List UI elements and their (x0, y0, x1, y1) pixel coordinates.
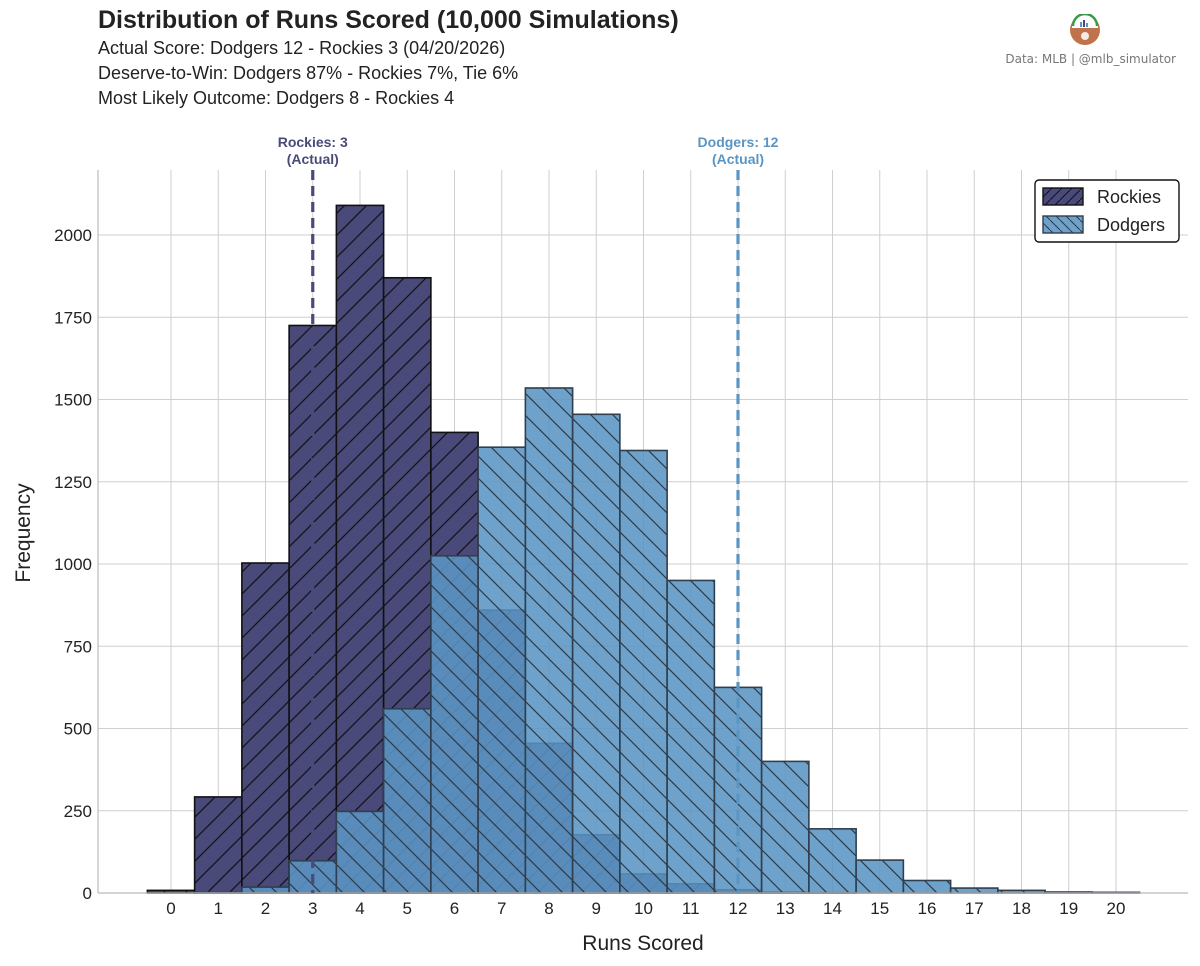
dodgers-legend-swatch-outline (1042, 215, 1084, 234)
x-tick-label: 4 (355, 899, 364, 918)
rockies-bar-outline-1 (193, 796, 243, 894)
dodgers-bar-outline-13 (760, 760, 810, 894)
x-tick-label: 20 (1107, 899, 1126, 918)
dodgers-bar-outline-2 (241, 886, 290, 894)
legend: Rockies Dodgers (1034, 179, 1180, 243)
deserve-to-win-subtitle: Deserve-to-Win: Dodgers 87% - Rockies 7%… (98, 63, 519, 83)
x-tick-label: 7 (497, 899, 506, 918)
actual-score-subtitle: Actual Score: Dodgers 12 - Rockies 3 (04… (98, 38, 506, 58)
rockies-bar-outline-4 (335, 204, 385, 894)
x-tick-label: 16 (918, 899, 937, 918)
y-tick-label: 1750 (54, 308, 92, 327)
dodgers-actual-label: Dodgers: 12 (698, 134, 779, 150)
dodgers-bar-outline-4 (335, 810, 385, 894)
x-tick-label: 18 (1012, 899, 1031, 918)
x-tick-label: 17 (965, 899, 984, 918)
x-tick-label: 0 (166, 899, 175, 918)
x-tick-label: 5 (403, 899, 412, 918)
y-tick-label: 500 (64, 720, 92, 739)
rockies-legend-label: Rockies (1097, 187, 1161, 207)
rockies-actual-label: Rockies: 3 (278, 134, 348, 150)
x-axis-label: Runs Scored (582, 932, 703, 955)
x-tick-label: 15 (870, 899, 889, 918)
x-tick-label: 1 (214, 899, 223, 918)
x-tick-label: 6 (450, 899, 459, 918)
dodgers-bar-outline-8 (524, 387, 574, 894)
simulator-logo-icon (1070, 14, 1100, 45)
x-tick-label: 2 (261, 899, 270, 918)
rockies-actual-sublabel: (Actual) (287, 151, 339, 167)
data-credit: Data: MLB | @mlb_simulator (1005, 52, 1176, 66)
dodgers-bar-outline-10 (619, 449, 668, 894)
y-tick-label: 250 (64, 802, 92, 821)
dodgers-bar-outline-5 (382, 707, 432, 894)
dodgers-bar-outline-14 (808, 828, 857, 894)
x-tick-label: 12 (729, 899, 748, 918)
x-tick-label: 8 (544, 899, 553, 918)
rockies-bar-outline-2 (241, 562, 290, 894)
y-tick-label: 1250 (54, 473, 92, 492)
most-likely-outcome-subtitle: Most Likely Outcome: Dodgers 8 - Rockies… (98, 88, 455, 108)
x-tick-label: 14 (823, 899, 842, 918)
x-tick-label: 13 (776, 899, 795, 918)
dodgers-bar-outline-16 (902, 879, 952, 894)
dodgers-bar-outline-9 (571, 413, 621, 894)
dodgers-bar-outline-11 (666, 579, 716, 894)
x-tick-label: 19 (1059, 899, 1078, 918)
rockies-legend-swatch-outline (1042, 187, 1084, 206)
y-axis-label: Frequency (12, 483, 35, 583)
y-tick-label: 750 (64, 637, 92, 656)
dodgers-bar-outline-7 (477, 446, 527, 894)
y-tick-label: 1500 (54, 391, 92, 410)
dodgers-actual-sublabel: (Actual) (712, 151, 764, 167)
x-tick-label: 3 (308, 899, 317, 918)
dodgers-bar-outline-15 (855, 859, 905, 894)
annotations-layer: Rockies: 3(Actual)Dodgers: 12(Actual) (278, 134, 779, 893)
y-tick-label: 1000 (54, 555, 92, 574)
x-tick-label: 11 (682, 899, 700, 918)
y-tick-label: 2000 (54, 226, 92, 245)
x-tick-label: 10 (634, 899, 653, 918)
dodgers-bar-outline-17 (949, 887, 999, 894)
dodgers-bar-outline-6 (430, 554, 479, 894)
y-tick-label: 0 (83, 884, 92, 903)
chart-title: Distribution of Runs Scored (10,000 Simu… (98, 6, 679, 34)
dodgers-legend-label: Dodgers (1097, 215, 1165, 235)
x-tick-label: 9 (592, 899, 601, 918)
